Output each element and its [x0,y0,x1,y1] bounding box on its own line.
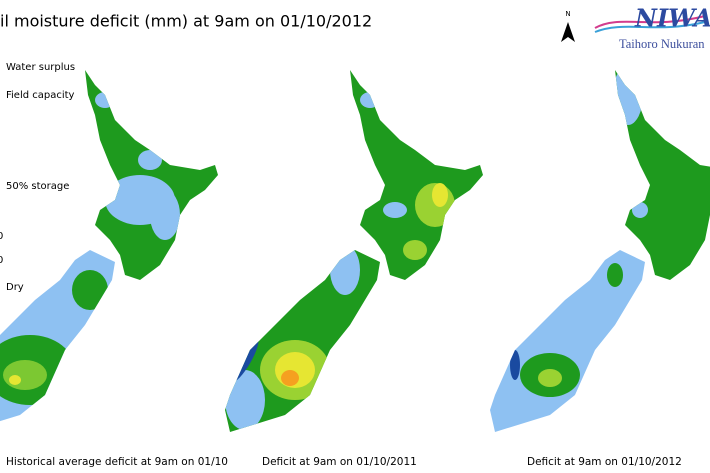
legend-label: Dry [6,282,24,293]
map-caption: Deficit at 9am on 01/10/2011 [262,456,417,468]
map-caption: Historical average deficit at 9am on 01/… [6,456,228,468]
map-caption: Deficit at 9am on 01/10/2012 [527,456,682,468]
map [0,70,218,432]
legend-label: Field capacity [6,90,75,101]
legend: Water surplus Field capacity 50% storage 0 0… [0,62,75,293]
logo-subtitle: Taihoro Nukuran [619,37,705,51]
legend-label: 0 [0,231,3,242]
legend-label: 0 [0,255,3,266]
map [225,70,483,432]
logo: NIWA Taihoro Nukuran [594,4,710,51]
legend-label: 50% storage [6,181,69,192]
logo-text: NIWA [634,4,710,33]
captions: Historical average deficit at 9am on 01/… [6,456,682,468]
map [490,70,710,432]
north-label: N [565,10,570,18]
north-arrow: N [561,10,575,42]
title: il moisture deficit (mm) at 9am on 01/10… [0,12,372,31]
legend-label: Water surplus [6,62,75,73]
